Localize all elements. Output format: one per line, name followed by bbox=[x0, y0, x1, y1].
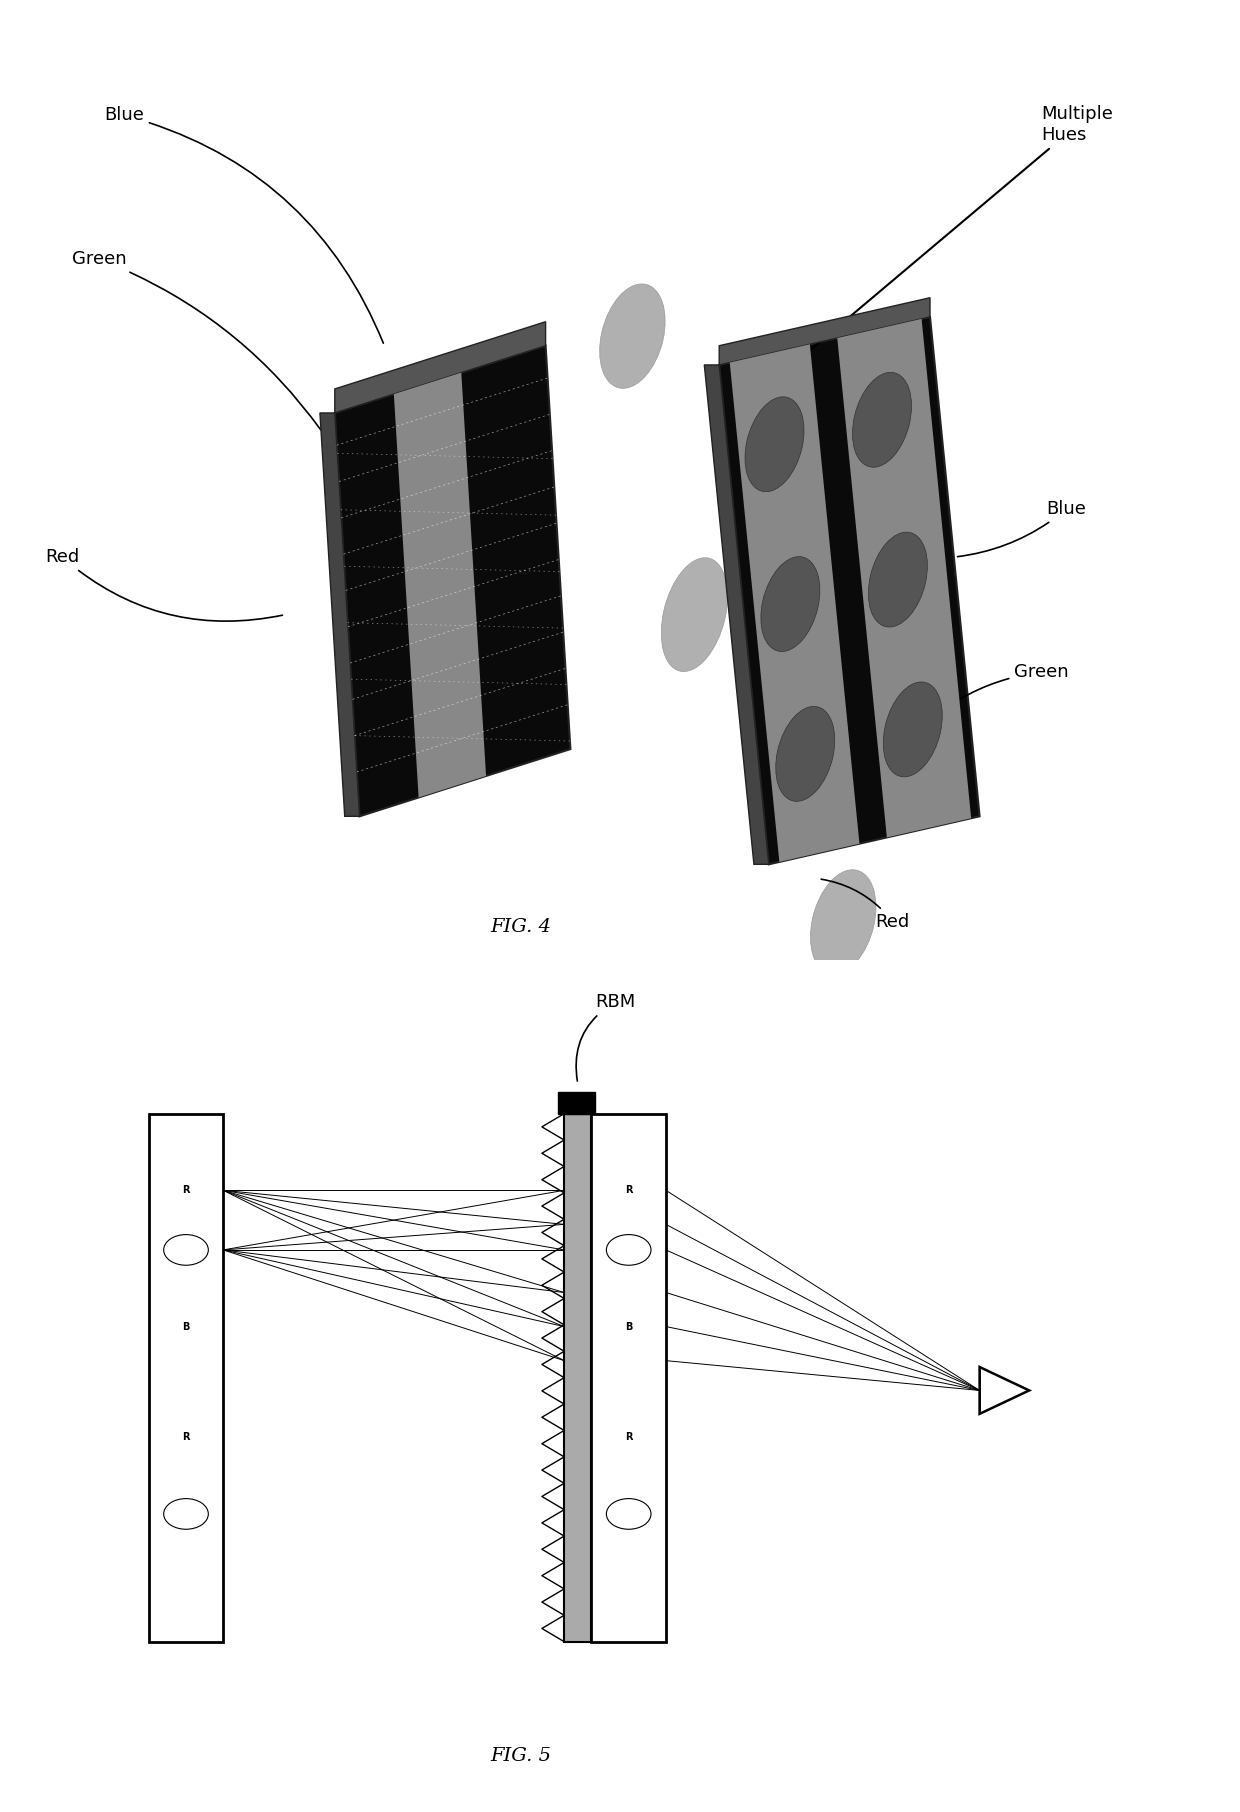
Ellipse shape bbox=[761, 556, 820, 652]
Ellipse shape bbox=[745, 397, 804, 491]
Bar bbox=[149, 1114, 223, 1642]
Bar bbox=[564, 1114, 591, 1642]
Polygon shape bbox=[837, 319, 971, 837]
Ellipse shape bbox=[853, 371, 911, 467]
Polygon shape bbox=[335, 323, 546, 413]
Text: R: R bbox=[182, 1431, 190, 1442]
Polygon shape bbox=[729, 344, 859, 863]
Text: B: B bbox=[182, 1321, 190, 1332]
Ellipse shape bbox=[600, 284, 665, 388]
Text: Green: Green bbox=[932, 663, 1069, 719]
Ellipse shape bbox=[883, 681, 942, 777]
Ellipse shape bbox=[661, 558, 728, 672]
Polygon shape bbox=[394, 373, 486, 797]
Ellipse shape bbox=[776, 707, 835, 801]
Text: Multiple
Hues: Multiple Hues bbox=[785, 105, 1114, 371]
Polygon shape bbox=[335, 346, 570, 815]
Text: R: R bbox=[625, 1431, 632, 1442]
Text: Blue: Blue bbox=[957, 500, 1086, 556]
Text: Red: Red bbox=[821, 879, 910, 931]
Text: Blue: Blue bbox=[104, 107, 383, 342]
Polygon shape bbox=[719, 317, 980, 864]
Text: R: R bbox=[625, 1185, 632, 1196]
Polygon shape bbox=[719, 297, 930, 364]
Bar bbox=[591, 1114, 666, 1642]
Text: Red: Red bbox=[45, 547, 283, 622]
Text: RBM: RBM bbox=[577, 993, 635, 1082]
Text: Green: Green bbox=[72, 250, 321, 429]
Text: B: B bbox=[625, 1321, 632, 1332]
Ellipse shape bbox=[811, 870, 875, 975]
Text: FIG. 5: FIG. 5 bbox=[490, 1747, 552, 1765]
Polygon shape bbox=[320, 413, 360, 815]
Polygon shape bbox=[704, 364, 769, 864]
Ellipse shape bbox=[868, 533, 928, 627]
Text: R: R bbox=[182, 1185, 190, 1196]
Bar bbox=[558, 1093, 595, 1114]
Text: FIG. 4: FIG. 4 bbox=[490, 917, 552, 935]
